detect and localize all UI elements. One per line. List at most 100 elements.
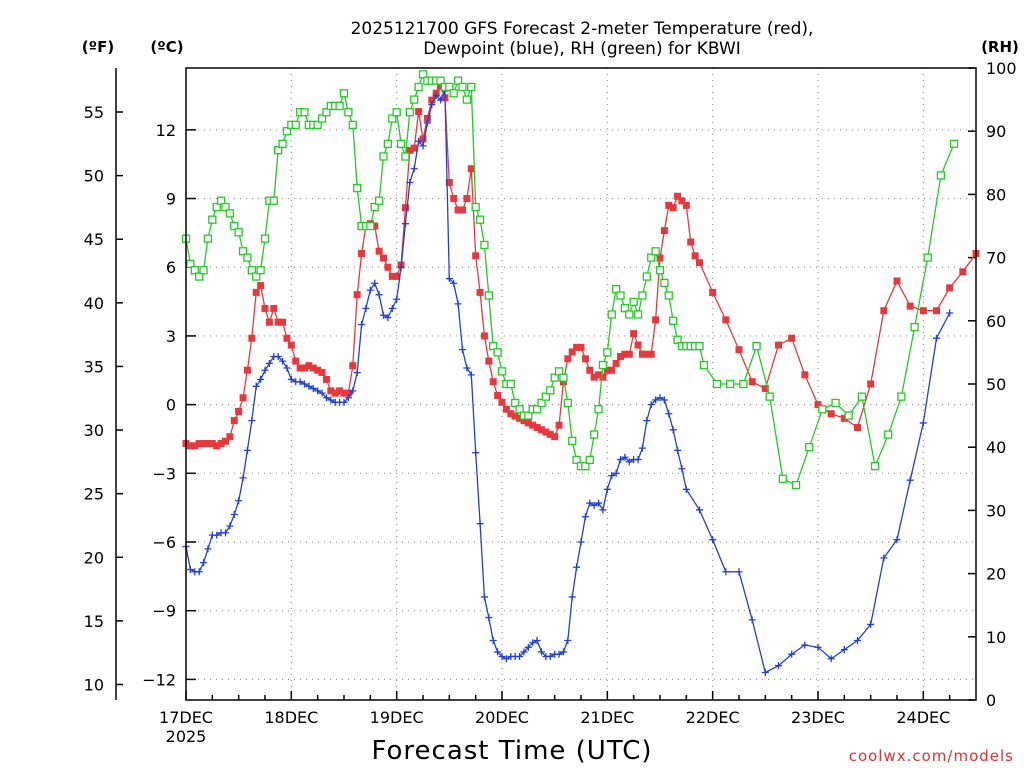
dewpoint-point: [472, 449, 480, 457]
dewpoint-point: [257, 375, 265, 383]
rh-point: [256, 266, 265, 275]
dewpoint-point: [524, 643, 532, 651]
temperature-point: [415, 108, 423, 116]
dewpoint-point: [840, 646, 848, 654]
rh-point: [203, 234, 213, 243]
rh-point: [778, 474, 788, 483]
dewpoint-point: [279, 357, 287, 365]
dewpoint-point: [230, 511, 238, 519]
dewpoint-point: [371, 279, 379, 287]
dewpoint-point: [454, 300, 462, 308]
temperature-point: [208, 440, 216, 448]
chart-title-line-1: 2025121700 GFS Forecast 2-meter Temperat…: [351, 19, 814, 39]
temperature-point: [630, 330, 638, 338]
temperature-point: [748, 378, 756, 386]
dewpoint-point: [946, 309, 954, 317]
dewpoint-point: [445, 275, 453, 283]
rh-point: [647, 253, 656, 262]
rh-point: [489, 341, 498, 351]
temperature-point: [814, 401, 822, 409]
dewpoint-point: [801, 641, 809, 649]
temperature-point: [243, 366, 251, 374]
dewpoint-point: [625, 458, 633, 466]
dewpoint-point: [450, 279, 458, 287]
dewpoint-point: [467, 371, 475, 379]
time-tick-label: 21DEC: [580, 708, 634, 727]
dewpoint-point: [608, 472, 616, 480]
rh-point: [695, 341, 704, 351]
dewpoint-point: [814, 643, 822, 651]
dewpoint-point: [788, 650, 796, 658]
temperature-point: [507, 410, 515, 418]
dewpoint-point: [485, 614, 493, 622]
rh-tick-label: 20: [986, 565, 1006, 584]
temperature-point: [867, 380, 875, 388]
rh-point: [818, 405, 827, 414]
temperature-point: [643, 350, 651, 358]
rh-point: [673, 335, 682, 344]
rh-point: [471, 202, 480, 212]
rh-point: [739, 379, 748, 389]
rh-point: [291, 120, 300, 130]
rh-point: [585, 455, 594, 464]
temperature-point: [186, 442, 194, 450]
dewpoint-point: [384, 314, 392, 322]
dewpoint-point: [494, 648, 502, 656]
temperature-point: [573, 343, 581, 351]
rh-point: [401, 152, 410, 161]
dewpoint-point: [204, 545, 212, 553]
temperature-point: [564, 355, 572, 363]
rh-tick-label: 90: [986, 122, 1006, 141]
rh-point: [559, 373, 568, 382]
fahrenheit-unit-label: (ºF): [82, 38, 114, 56]
temperature-point: [331, 389, 339, 397]
temperature-point: [213, 442, 221, 450]
temperature-point: [226, 433, 234, 441]
rh-point: [484, 291, 493, 300]
dewpoint-point: [656, 394, 664, 402]
rh-point: [620, 304, 630, 313]
fahrenheit-tick-label: 25: [84, 485, 104, 504]
rh-tick-label: 80: [986, 185, 1006, 204]
temperature-point: [489, 378, 497, 386]
temperature-point: [520, 417, 528, 425]
temperature-point: [349, 362, 357, 370]
rh-point: [247, 266, 256, 275]
temperature-point: [691, 252, 699, 260]
temperature-point: [775, 341, 782, 349]
dewpoint-point: [634, 456, 642, 464]
dewpoint-point: [318, 389, 326, 397]
temperature-point: [656, 254, 664, 262]
dewpoint-point: [248, 417, 256, 425]
rh-point: [541, 392, 551, 401]
celsius-tick-label: −12: [142, 670, 176, 689]
rh-tick-label: 70: [986, 249, 1006, 268]
temperature-point: [577, 343, 585, 351]
temperature-point: [239, 394, 247, 402]
temperature-point: [608, 366, 616, 374]
dewpoint-point: [301, 380, 308, 388]
rh-point: [884, 430, 893, 439]
dewpoint-point: [428, 101, 436, 109]
rh-point: [568, 436, 577, 446]
dewpoint-point: [577, 538, 585, 546]
temperature-point: [502, 405, 510, 413]
dewpoint-point: [437, 96, 445, 104]
temperature-point: [660, 227, 668, 235]
rh-line: [185, 72, 955, 487]
rh-point: [480, 240, 489, 250]
temperature-point: [388, 272, 396, 280]
rh-point: [335, 101, 344, 111]
temperature-point: [919, 307, 927, 315]
dewpoint-point: [243, 446, 251, 454]
dewpoint-point: [309, 385, 317, 393]
rh-point: [396, 139, 406, 148]
temperature-point: [428, 96, 436, 104]
temperature-point: [696, 259, 703, 267]
temperature-point: [327, 387, 335, 395]
time-tick-label: 24DEC: [896, 708, 950, 727]
temperature-point: [647, 350, 655, 358]
dewpoint-point: [406, 178, 414, 186]
